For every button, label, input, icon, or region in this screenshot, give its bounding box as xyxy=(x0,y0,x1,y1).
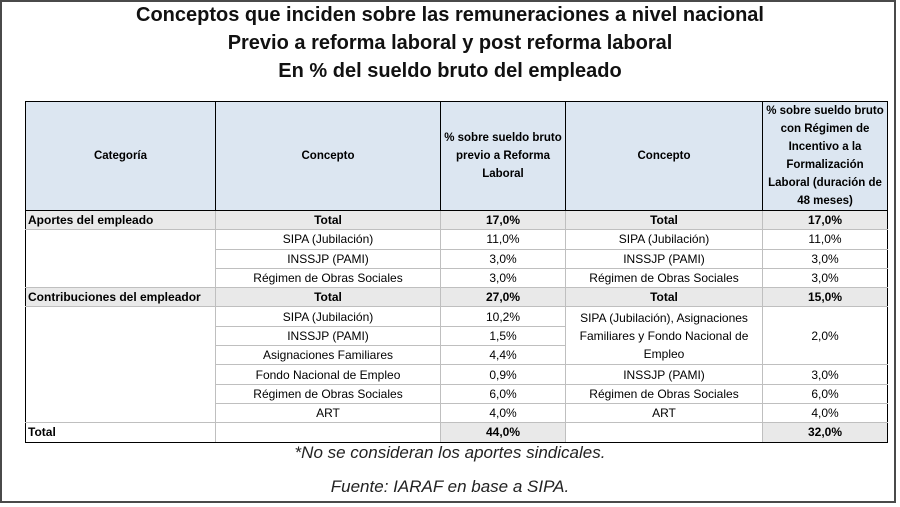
value-cell: 3,0% xyxy=(440,267,566,289)
category-contribuciones: Contribuciones del empleador xyxy=(25,287,216,308)
value-cell: 1,5% xyxy=(440,325,566,347)
header-pct-previo: % sobre sueldo bruto previo a Reforma La… xyxy=(440,101,566,211)
concept-cell: Régimen de Obras Sociales xyxy=(215,267,441,289)
total-value-previo: 44,0% xyxy=(440,422,566,443)
value-cell: 27,0% xyxy=(440,287,566,308)
concept-cell: Régimen de Obras Sociales xyxy=(215,383,441,404)
concept-cell: Fondo Nacional de Empleo xyxy=(215,364,441,385)
value-cell: 0,9% xyxy=(440,364,566,385)
value-cell: 17,0% xyxy=(762,209,888,231)
title-line-3: En % del sueldo bruto del empleado xyxy=(278,60,622,82)
title-line-2: Previo a reforma laboral y post reforma … xyxy=(227,32,673,54)
value-cell: 10,2% xyxy=(440,306,566,327)
value-cell: 11,0% xyxy=(762,229,888,250)
table-row: SIPA (Jubilación) 10,2% SIPA (Jubilación… xyxy=(25,306,888,424)
total-spacer xyxy=(215,422,441,443)
value-cell: 4,0% xyxy=(440,402,566,424)
concept-cell: Total xyxy=(215,287,441,308)
value-cell: 6,0% xyxy=(762,383,888,404)
total-value-post: 32,0% xyxy=(762,422,888,443)
table-row: Fondo Nacional de Empleo 0,9% INSSJP (PA… xyxy=(26,364,888,385)
remuneration-table: Categoría Concepto % sobre sueldo bruto … xyxy=(25,101,888,443)
value-cell: 11,0% xyxy=(440,229,566,250)
merged-concept-cell: SIPA (Jubilación), Asignaciones Familiar… xyxy=(565,306,763,366)
concept-cell: Asignaciones Familiares xyxy=(215,345,441,366)
value-cell: 15,0% xyxy=(762,287,888,308)
table-row: INSSJP (PAMI) 3,0% INSSJP (PAMI) 3,0% xyxy=(26,248,888,269)
concept-cell: INSSJP (PAMI) xyxy=(215,248,441,269)
header-concepto-post: Concepto xyxy=(565,101,763,211)
concept-cell: ART xyxy=(215,402,441,424)
category-spacer xyxy=(25,229,216,289)
value-cell: 4,0% xyxy=(762,402,888,424)
header-categoria: Categoría xyxy=(25,101,216,211)
concept-cell: INSSJP (PAMI) xyxy=(565,364,763,385)
concept-cell: ART xyxy=(565,402,763,424)
table-row: INSSJP (PAMI) 1,5% xyxy=(26,325,888,347)
concept-cell: Total xyxy=(215,209,441,231)
total-label: Total xyxy=(25,422,216,443)
merged-value-cell: 2,0% xyxy=(762,306,888,366)
value-cell: 4,4% xyxy=(440,345,566,366)
table-row: Aportes del empleado Total 17,0% Total 1… xyxy=(25,209,888,231)
table-row: Asignaciones Familiares 4,4% xyxy=(26,345,888,366)
header-concepto-previo: Concepto xyxy=(215,101,441,211)
value-cell: 3,0% xyxy=(440,248,566,269)
concept-cell: Total xyxy=(565,209,763,231)
value-cell: 17,0% xyxy=(440,209,566,231)
source-note: Fuente: IARAF en base a SIPA. xyxy=(330,477,570,496)
concept-cell: SIPA (Jubilación) xyxy=(565,229,763,250)
category-spacer xyxy=(25,306,216,424)
total-row: Total 44,0% 32,0% xyxy=(25,422,888,443)
header-pct-post: % sobre sueldo bruto con Régimen de Ince… xyxy=(762,101,888,211)
header-row: Categoría Concepto % sobre sueldo bruto … xyxy=(25,101,888,211)
table-row: SIPA (Jubilación) 11,0% SIPA (Jubilación… xyxy=(25,229,888,289)
value-cell: 3,0% xyxy=(762,267,888,289)
concept-cell: Total xyxy=(565,287,763,308)
title-line-1: Conceptos que inciden sobre las remunera… xyxy=(136,4,764,26)
value-cell: 3,0% xyxy=(762,248,888,269)
concept-cell: SIPA (Jubilación) xyxy=(215,306,441,327)
concept-cell: INSSJP (PAMI) xyxy=(215,325,441,347)
total-spacer xyxy=(565,422,763,443)
footnote-aportes-sindicales: *No se consideran los aportes sindicales… xyxy=(294,443,606,462)
table-row: Contribuciones del empleador Total 27,0%… xyxy=(25,287,888,308)
concept-cell: SIPA (Jubilación) xyxy=(215,229,441,250)
value-cell: 3,0% xyxy=(762,364,888,385)
concept-cell: Régimen de Obras Sociales xyxy=(565,383,763,404)
concept-cell: INSSJP (PAMI) xyxy=(565,248,763,269)
value-cell: 6,0% xyxy=(440,383,566,404)
concept-cell: Régimen de Obras Sociales xyxy=(565,267,763,289)
category-aportes: Aportes del empleado xyxy=(25,209,216,231)
